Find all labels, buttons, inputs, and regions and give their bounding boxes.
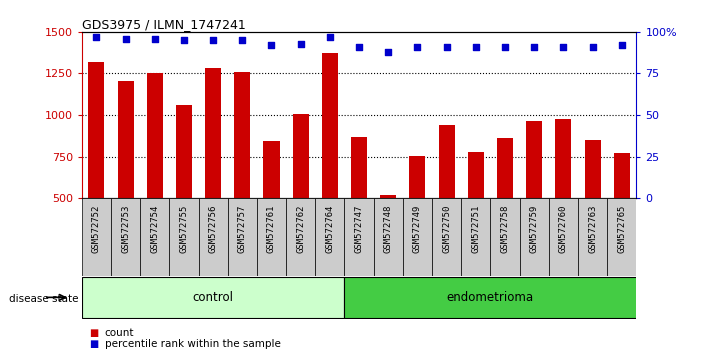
Bar — [82, 198, 111, 276]
Bar — [117, 81, 134, 198]
Text: ■: ■ — [89, 339, 98, 349]
Bar — [257, 198, 286, 276]
Bar — [351, 137, 367, 198]
Point — [353, 44, 365, 50]
Bar — [578, 198, 607, 276]
Point — [266, 42, 277, 48]
Text: GSM572756: GSM572756 — [208, 205, 218, 253]
Bar — [293, 114, 309, 198]
Point — [557, 44, 569, 50]
Text: GSM572761: GSM572761 — [267, 205, 276, 253]
Bar — [614, 153, 630, 198]
Text: GDS3975 / ILMN_1747241: GDS3975 / ILMN_1747241 — [82, 18, 245, 31]
Text: GSM572755: GSM572755 — [179, 205, 188, 253]
Text: percentile rank within the sample: percentile rank within the sample — [105, 339, 280, 349]
Text: GSM572763: GSM572763 — [588, 205, 597, 253]
Text: GSM572752: GSM572752 — [92, 205, 101, 253]
Bar — [520, 198, 549, 276]
Text: GSM572747: GSM572747 — [355, 205, 363, 253]
Point — [412, 44, 423, 50]
Text: control: control — [193, 291, 234, 304]
Bar — [176, 105, 192, 198]
Text: GSM572762: GSM572762 — [296, 205, 305, 253]
Point — [470, 44, 481, 50]
Bar — [88, 62, 105, 198]
Bar — [410, 156, 425, 198]
Bar — [140, 198, 169, 276]
Text: endometrioma: endometrioma — [447, 291, 534, 304]
Point — [383, 49, 394, 55]
Point — [120, 36, 132, 41]
Bar — [497, 138, 513, 198]
Point — [324, 34, 336, 40]
Text: count: count — [105, 329, 134, 338]
Text: GSM572753: GSM572753 — [121, 205, 130, 253]
Text: GSM572754: GSM572754 — [150, 205, 159, 253]
Bar — [235, 72, 250, 198]
Bar — [264, 141, 279, 198]
Text: GSM572760: GSM572760 — [559, 205, 568, 253]
Bar — [468, 152, 483, 198]
Bar — [169, 198, 198, 276]
Point — [616, 42, 627, 48]
Text: GSM572765: GSM572765 — [617, 205, 626, 253]
Point — [441, 44, 452, 50]
Text: GSM572750: GSM572750 — [442, 205, 451, 253]
Bar — [403, 198, 432, 276]
Point — [237, 37, 248, 43]
Bar — [549, 198, 578, 276]
Bar — [315, 198, 344, 276]
Bar — [228, 198, 257, 276]
Bar — [607, 198, 636, 276]
Text: GSM572758: GSM572758 — [501, 205, 510, 253]
Point — [528, 44, 540, 50]
Point — [295, 41, 306, 46]
Text: GSM572764: GSM572764 — [326, 205, 334, 253]
Text: GSM572759: GSM572759 — [530, 205, 539, 253]
Bar — [322, 53, 338, 198]
Bar — [439, 125, 454, 198]
Bar — [526, 121, 542, 198]
Point — [587, 44, 598, 50]
Bar — [374, 198, 403, 276]
Bar — [286, 198, 315, 276]
Text: GSM572757: GSM572757 — [237, 205, 247, 253]
Point — [208, 37, 219, 43]
Point — [499, 44, 510, 50]
Point — [178, 37, 190, 43]
Text: GSM572748: GSM572748 — [384, 205, 392, 253]
Bar — [198, 198, 228, 276]
Bar — [432, 198, 461, 276]
Text: ■: ■ — [89, 329, 98, 338]
Point — [149, 36, 161, 41]
Bar — [111, 198, 140, 276]
Bar — [555, 119, 572, 198]
Bar — [344, 277, 651, 318]
Point — [91, 34, 102, 40]
Text: GSM572749: GSM572749 — [413, 205, 422, 253]
Bar — [146, 73, 163, 198]
Text: disease state: disease state — [9, 294, 78, 304]
Text: GSM572751: GSM572751 — [471, 205, 481, 253]
Bar — [344, 198, 374, 276]
Bar — [491, 198, 520, 276]
Bar — [82, 277, 344, 318]
Bar — [205, 68, 221, 198]
Bar — [584, 140, 601, 198]
Bar — [461, 198, 491, 276]
Bar — [380, 195, 396, 198]
